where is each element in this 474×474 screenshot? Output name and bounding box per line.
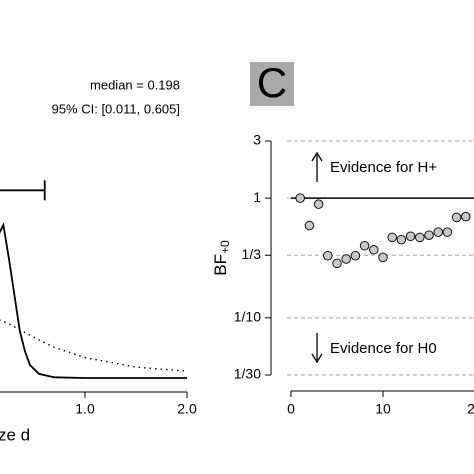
- annotation: median = 0.198: [90, 77, 180, 92]
- arrow-head: [311, 353, 323, 364]
- x-tick-label: 2: [467, 401, 474, 417]
- density-curve: [0, 319, 188, 372]
- data-point: [387, 232, 397, 243]
- x-tick-label: 10: [375, 401, 391, 417]
- data-point: [424, 230, 434, 240]
- data-point: [378, 252, 388, 263]
- data-point: [405, 231, 416, 242]
- data-point: [451, 212, 462, 223]
- y-tick-label: 1/3: [242, 246, 262, 262]
- data-point: [396, 234, 407, 245]
- x-tick-label: 1.0: [75, 401, 95, 417]
- y-tick-label: 1: [253, 189, 261, 205]
- x-tick-label: 2.0: [177, 401, 197, 417]
- y-tick-label: 1/10: [234, 309, 261, 325]
- x-tick-label: 0: [287, 401, 295, 417]
- data-point: [332, 258, 342, 269]
- y-axis-label-main: BF: [211, 254, 230, 276]
- data-point: [415, 232, 425, 243]
- data-point: [369, 245, 379, 255]
- data-point: [433, 227, 443, 237]
- data-point: [323, 251, 333, 261]
- panel-label: C: [257, 59, 287, 106]
- data-point: [461, 211, 471, 222]
- data-point: [442, 227, 453, 237]
- density-curve: [0, 222, 187, 379]
- data-point: [304, 220, 315, 231]
- data-point: [313, 199, 324, 209]
- y-tick-label: 1/30: [234, 366, 261, 382]
- data-point: [350, 251, 361, 261]
- data-point: [341, 254, 351, 264]
- x-axis-label: ze d: [0, 425, 30, 444]
- data-point: [295, 193, 305, 203]
- panel-label-box: [250, 62, 294, 106]
- y-axis-label-sub: +0: [218, 240, 232, 254]
- arrow-head: [311, 151, 323, 162]
- y-tick-label: 3: [253, 132, 261, 148]
- annotation: Evidence for H0: [330, 340, 437, 357]
- data-point: [359, 241, 370, 251]
- annotation: Evidence for H+: [330, 159, 437, 176]
- y-axis-label: BF+0: [211, 240, 232, 276]
- annotation: 95% CI: [0.011, 0.605]: [52, 101, 180, 116]
